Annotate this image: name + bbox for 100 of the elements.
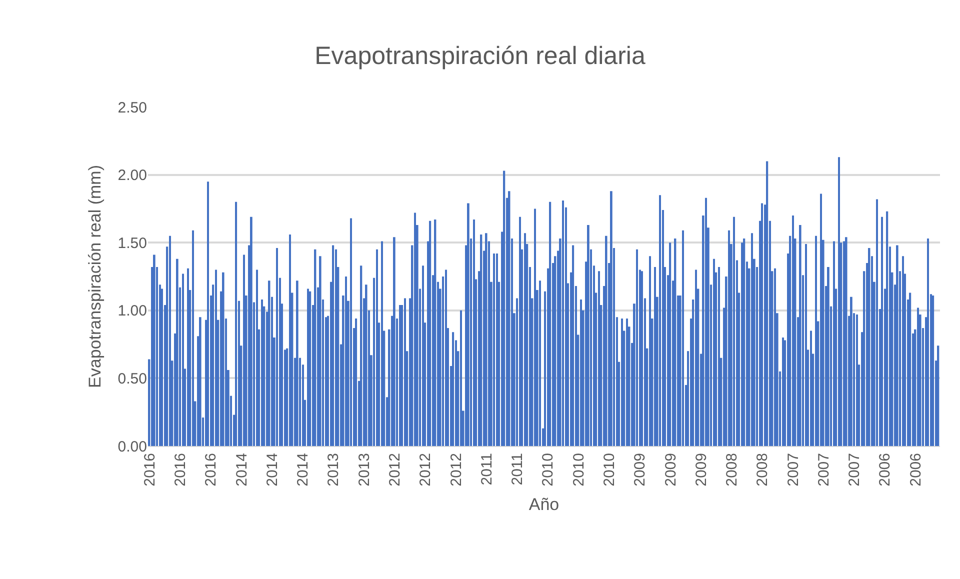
- bar: [799, 224, 802, 446]
- bar: [705, 198, 707, 446]
- bar: [429, 220, 432, 446]
- x-tick-label: 2013: [325, 453, 342, 486]
- bar: [335, 249, 337, 446]
- bar: [792, 215, 794, 446]
- bar: [886, 211, 888, 446]
- bar: [319, 256, 322, 446]
- bar: [733, 216, 735, 446]
- bar: [868, 248, 870, 446]
- bar: [467, 203, 470, 446]
- x-tick-label: 2012: [417, 453, 434, 486]
- y-tick-label: 1.50: [118, 234, 147, 252]
- bar: [927, 238, 929, 446]
- bar: [187, 268, 189, 446]
- bar: [669, 242, 672, 446]
- bar: [345, 276, 347, 446]
- bar: [296, 280, 298, 446]
- x-tick-label: 2012: [448, 453, 465, 486]
- bar: [355, 318, 358, 446]
- bar: [881, 216, 883, 446]
- bar: [452, 332, 454, 446]
- bar: [534, 208, 536, 446]
- x-axis-title: Año: [528, 494, 560, 514]
- bar: [932, 295, 934, 446]
- bar: [192, 230, 194, 446]
- bar: [728, 230, 730, 446]
- x-tick-label: 2008: [754, 453, 772, 486]
- bar: [485, 233, 488, 446]
- y-axis-title: Evapotranspiración real (mm): [85, 165, 104, 388]
- bar: [289, 234, 291, 446]
- bar: [695, 270, 697, 446]
- bar: [782, 338, 784, 446]
- x-tick-label: 2006: [907, 453, 924, 486]
- x-tick-label: 2016: [172, 453, 190, 486]
- bar: [309, 291, 312, 446]
- y-tick-label: 0.00: [118, 438, 147, 456]
- bar: [256, 270, 258, 446]
- bar: [937, 346, 940, 446]
- bar: [243, 254, 245, 446]
- bar: [399, 304, 401, 446]
- x-tick-label: 2014: [233, 453, 250, 486]
- bar: [350, 218, 352, 446]
- bar: [276, 248, 278, 446]
- bar: [235, 202, 238, 446]
- bar: [810, 330, 812, 446]
- bar: [539, 280, 541, 446]
- bar: [376, 249, 378, 446]
- bar: [445, 270, 447, 446]
- bar: [414, 212, 416, 446]
- bar: [761, 203, 763, 446]
- bar: [827, 267, 830, 446]
- y-tick-label: 2.50: [118, 99, 147, 116]
- bar: [815, 236, 817, 446]
- bar: [562, 200, 564, 446]
- x-tick-label: 2009: [692, 453, 710, 486]
- x-tick-label: 2014: [264, 453, 281, 486]
- x-tick-label: 2016: [202, 453, 220, 486]
- x-tick-label: 2007: [815, 453, 832, 486]
- bar: [314, 249, 316, 446]
- bar: [902, 256, 904, 446]
- bar: [524, 233, 526, 446]
- bar: [360, 266, 362, 446]
- bar: [641, 271, 643, 446]
- bar: [393, 237, 396, 446]
- bar: [161, 288, 163, 446]
- x-tick-label: 2006: [876, 453, 894, 486]
- bar: [332, 245, 334, 446]
- bar: [480, 234, 482, 446]
- bar: [917, 308, 919, 446]
- x-tick-label: 2011: [509, 453, 526, 486]
- bar: [743, 238, 746, 446]
- bar: [365, 284, 368, 446]
- bar: [896, 245, 898, 446]
- bar: [876, 199, 878, 446]
- chart-title: Evapotranspiración real diaria: [314, 42, 646, 70]
- bar: [422, 266, 424, 446]
- bar: [182, 274, 184, 446]
- y-tick-label: 2.00: [118, 167, 147, 184]
- bar: [580, 300, 582, 446]
- y-tick-label: 0.50: [118, 370, 147, 388]
- x-tick-label: 2007: [784, 453, 802, 486]
- x-tick-label: 2012: [386, 453, 404, 486]
- bar: [460, 310, 462, 446]
- bar: [207, 182, 209, 446]
- bar: [176, 258, 178, 446]
- bar: [404, 298, 406, 446]
- bar: [572, 245, 574, 446]
- bar: [649, 256, 651, 446]
- x-tick-label: 2013: [356, 453, 373, 486]
- bar: [654, 267, 656, 446]
- bar: [493, 253, 495, 446]
- bar: [856, 314, 858, 446]
- bar: [659, 195, 661, 446]
- x-tick-label: 2016: [141, 453, 158, 486]
- bar: [587, 224, 590, 446]
- bar: [503, 170, 506, 446]
- bar: [718, 267, 720, 446]
- bar: [222, 272, 224, 446]
- bar: [820, 194, 822, 446]
